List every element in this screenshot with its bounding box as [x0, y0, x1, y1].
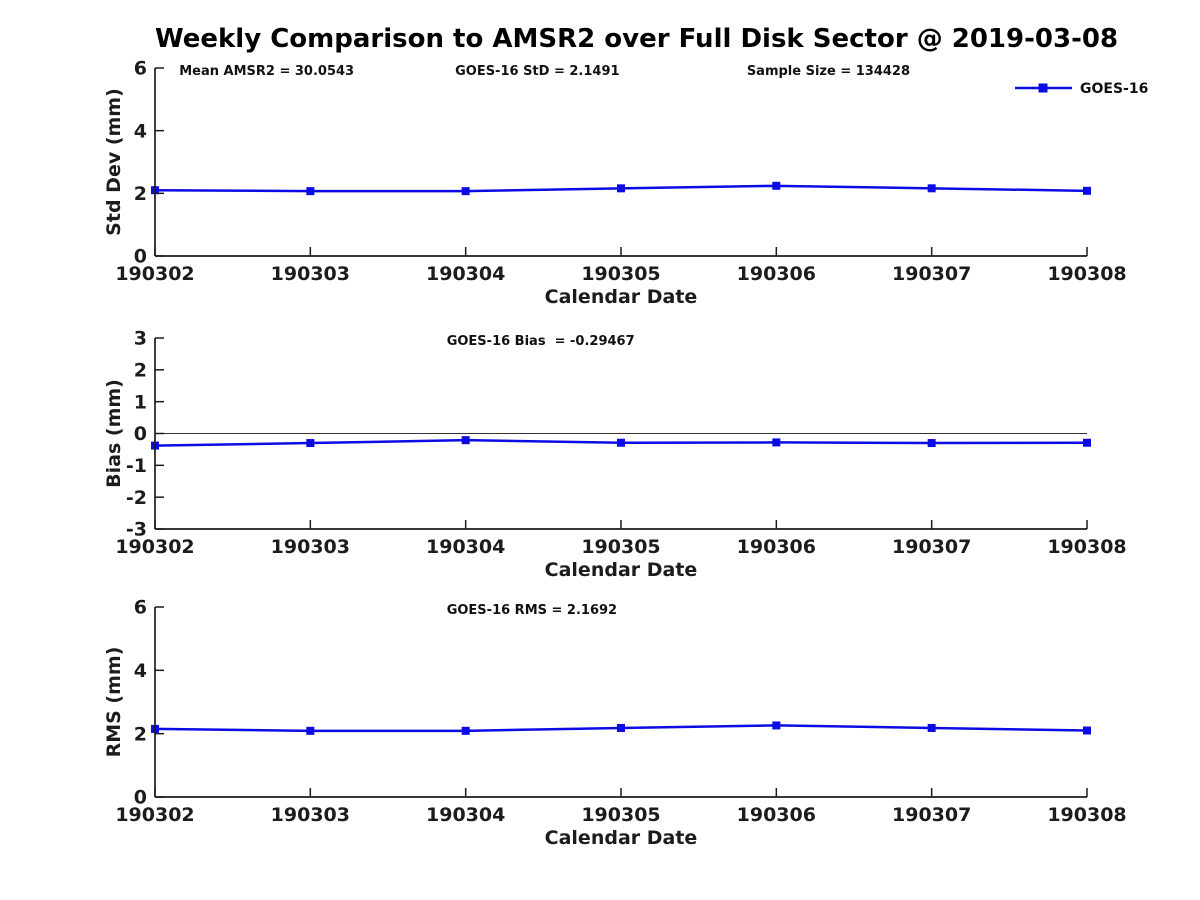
x-axis-title: Calendar Date [545, 559, 698, 581]
x-tick-label: 190305 [581, 536, 660, 558]
y-tick-label: 0 [134, 423, 147, 445]
plot-bias: -3 -2 -1 0 1 2 3 190302 190303 190304 190305 190306… [103, 328, 1127, 581]
data-marker [306, 187, 315, 196]
x-tick-label: 190304 [426, 804, 505, 826]
x-tick-label: 190303 [271, 536, 350, 558]
x-tick-label: 190308 [1047, 804, 1126, 826]
x-tick-label: 190305 [581, 263, 660, 285]
x-tick-label: 190308 [1047, 263, 1126, 285]
x-tick-label: 190307 [892, 536, 971, 558]
legend: GOES-16 [1015, 81, 1148, 97]
data-marker [617, 438, 625, 447]
data-marker [617, 184, 625, 193]
y-axis-title: Std Dev (mm) [103, 88, 125, 236]
x-axis-title: Calendar Date [545, 286, 698, 308]
data-marker [927, 184, 936, 193]
data-marker [461, 187, 470, 196]
x-tick-label: 190307 [892, 804, 971, 826]
y-tick-label: -1 [126, 455, 147, 477]
data-marker [927, 723, 936, 732]
y-tick-label: 4 [134, 120, 147, 142]
data-marker [772, 721, 781, 730]
annotation: Sample Size = 134428 [747, 64, 910, 79]
x-tick-label: 190303 [271, 804, 350, 826]
data-marker [461, 436, 470, 445]
x-tick-label: 190306 [737, 263, 816, 285]
y-tick-label: 2 [134, 359, 147, 381]
data-marker [617, 723, 625, 732]
y-tick-label: 2 [134, 183, 147, 205]
x-tick-label: 190302 [115, 804, 194, 826]
plot-std-dev: 0 2 4 6 190302 190303 190304 190305 190306 190307… [103, 58, 1148, 308]
x-tick-label: 190308 [1047, 536, 1126, 558]
data-marker [306, 726, 315, 735]
y-tick-label: 4 [134, 660, 147, 682]
y-axis-title: Bias (mm) [103, 379, 125, 488]
x-tick-label: 190303 [271, 263, 350, 285]
y-tick-label: 0 [134, 787, 147, 809]
y-axis-title: RMS (mm) [103, 647, 125, 758]
x-tick-label: 190306 [737, 536, 816, 558]
x-axis-title: Calendar Date [545, 827, 698, 849]
y-tick-label: 6 [134, 597, 147, 619]
annotation: Mean AMSR2 = 30.0543 [179, 64, 354, 79]
data-marker [1083, 438, 1091, 447]
x-tick-label: 190304 [426, 263, 505, 285]
annotation: GOES-16 RMS = 2.1692 [447, 603, 617, 618]
annotation: GOES-16 Bias = -0.29467 [447, 334, 635, 349]
x-tick-label: 190304 [426, 536, 505, 558]
y-tick-label: 0 [134, 246, 147, 268]
plot-rms: 0 2 4 6 190302 190303 190304 190305 190306 190307… [103, 597, 1127, 849]
x-tick-label: 190307 [892, 263, 971, 285]
data-marker [1083, 186, 1091, 195]
data-marker [306, 439, 315, 448]
data-marker [772, 438, 781, 447]
legend-label: GOES-16 [1080, 81, 1148, 97]
x-tick-label: 190306 [737, 804, 816, 826]
y-tick-label: 1 [134, 391, 147, 413]
y-tick-label: -3 [126, 519, 147, 541]
figure-title: Weekly Comparison to AMSR2 over Full Dis… [155, 24, 1119, 54]
annotation: GOES-16 StD = 2.1491 [455, 64, 619, 79]
legend-marker [1038, 83, 1048, 93]
data-marker [772, 181, 781, 190]
y-tick-label: 3 [134, 328, 147, 350]
x-tick-label: 190302 [115, 536, 194, 558]
y-tick-label: 2 [134, 723, 147, 745]
data-marker [1083, 726, 1091, 735]
x-tick-label: 190302 [115, 263, 194, 285]
data-marker [927, 439, 936, 448]
data-marker [461, 726, 470, 735]
x-tick-label: 190305 [581, 804, 660, 826]
y-tick-label: -2 [126, 487, 147, 509]
y-tick-label: 6 [134, 58, 147, 80]
